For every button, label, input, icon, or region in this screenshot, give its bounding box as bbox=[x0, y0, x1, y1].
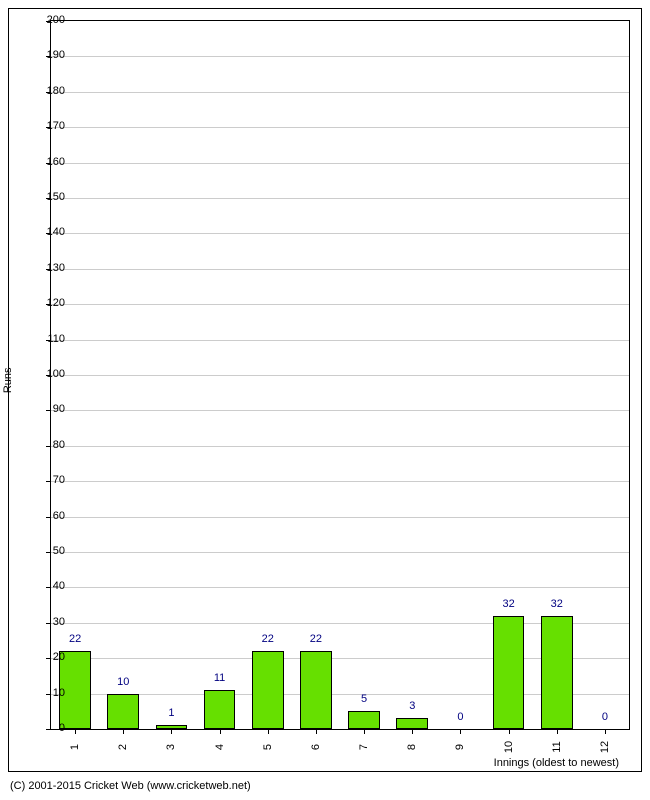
bar bbox=[348, 711, 380, 729]
bar-value-label: 3 bbox=[409, 700, 415, 712]
bar-value-label: 22 bbox=[310, 633, 322, 645]
gridline bbox=[51, 517, 629, 518]
y-tick-label: 20 bbox=[25, 651, 65, 663]
gridline bbox=[51, 269, 629, 270]
y-tick-label: 170 bbox=[25, 120, 65, 132]
gridline bbox=[51, 375, 629, 376]
bar-value-label: 22 bbox=[262, 633, 274, 645]
x-tick-label: 6 bbox=[310, 737, 322, 757]
x-tick-mark bbox=[509, 729, 510, 734]
gridline bbox=[51, 163, 629, 164]
bar bbox=[252, 651, 284, 729]
x-tick-label: 12 bbox=[599, 737, 611, 757]
y-tick-label: 200 bbox=[25, 14, 65, 26]
x-tick-label: 7 bbox=[358, 737, 370, 757]
y-tick-label: 150 bbox=[25, 191, 65, 203]
x-tick-mark bbox=[460, 729, 461, 734]
y-tick-label: 120 bbox=[25, 297, 65, 309]
bar-value-label: 32 bbox=[551, 598, 563, 610]
gridline bbox=[51, 198, 629, 199]
y-tick-label: 80 bbox=[25, 439, 65, 451]
bar-value-label: 11 bbox=[214, 672, 225, 684]
y-tick-label: 180 bbox=[25, 85, 65, 97]
gridline bbox=[51, 481, 629, 482]
x-tick-label: 11 bbox=[551, 737, 563, 757]
y-tick-label: 90 bbox=[25, 403, 65, 415]
gridline bbox=[51, 92, 629, 93]
x-axis-label: Innings (oldest to newest) bbox=[494, 757, 619, 769]
gridline bbox=[51, 552, 629, 553]
bar-value-label: 0 bbox=[602, 711, 608, 723]
gridline bbox=[51, 304, 629, 305]
x-tick-label: 3 bbox=[165, 737, 177, 757]
x-tick-label: 9 bbox=[454, 737, 466, 757]
y-tick-label: 70 bbox=[25, 474, 65, 486]
bar bbox=[107, 694, 139, 729]
y-tick-label: 60 bbox=[25, 510, 65, 522]
bar-value-label: 0 bbox=[457, 711, 463, 723]
bar bbox=[204, 690, 236, 729]
x-tick-mark bbox=[412, 729, 413, 734]
gridline bbox=[51, 127, 629, 128]
y-tick-label: 50 bbox=[25, 545, 65, 557]
y-tick-label: 190 bbox=[25, 49, 65, 61]
x-tick-label: 4 bbox=[214, 737, 226, 757]
copyright-text: (C) 2001-2015 Cricket Web (www.cricketwe… bbox=[10, 780, 251, 792]
bar bbox=[541, 616, 573, 729]
x-tick-label: 1 bbox=[69, 737, 81, 757]
bar bbox=[300, 651, 332, 729]
gridline bbox=[51, 340, 629, 341]
bar-value-label: 22 bbox=[69, 633, 81, 645]
y-tick-label: 0 bbox=[25, 722, 65, 734]
gridline bbox=[51, 587, 629, 588]
y-tick-label: 100 bbox=[25, 368, 65, 380]
y-tick-label: 40 bbox=[25, 580, 65, 592]
x-tick-label: 8 bbox=[406, 737, 418, 757]
x-tick-label: 5 bbox=[262, 737, 274, 757]
y-tick-label: 130 bbox=[25, 262, 65, 274]
x-tick-mark bbox=[75, 729, 76, 734]
x-tick-mark bbox=[557, 729, 558, 734]
bar-value-label: 32 bbox=[502, 598, 514, 610]
x-tick-mark bbox=[364, 729, 365, 734]
y-tick-label: 30 bbox=[25, 616, 65, 628]
x-tick-label: 10 bbox=[503, 737, 515, 757]
bar bbox=[396, 718, 428, 729]
y-axis-label: Runs bbox=[2, 367, 14, 393]
gridline bbox=[51, 446, 629, 447]
x-tick-label: 2 bbox=[117, 737, 129, 757]
bar-value-label: 10 bbox=[117, 676, 129, 688]
y-tick-label: 10 bbox=[25, 687, 65, 699]
y-tick-label: 140 bbox=[25, 226, 65, 238]
gridline bbox=[51, 56, 629, 57]
plot-area: 2211021311422522657380932103211012Inning… bbox=[50, 20, 630, 730]
x-tick-mark bbox=[605, 729, 606, 734]
x-tick-mark bbox=[171, 729, 172, 734]
chart-container: 2211021311422522657380932103211012Inning… bbox=[0, 0, 650, 800]
x-tick-mark bbox=[220, 729, 221, 734]
bar bbox=[493, 616, 525, 729]
x-tick-mark bbox=[316, 729, 317, 734]
y-tick-label: 110 bbox=[25, 333, 65, 345]
x-tick-mark bbox=[268, 729, 269, 734]
x-tick-mark bbox=[123, 729, 124, 734]
bar-value-label: 5 bbox=[361, 693, 367, 705]
y-tick-label: 160 bbox=[25, 156, 65, 168]
bar-value-label: 1 bbox=[168, 707, 174, 719]
gridline bbox=[51, 410, 629, 411]
gridline bbox=[51, 233, 629, 234]
